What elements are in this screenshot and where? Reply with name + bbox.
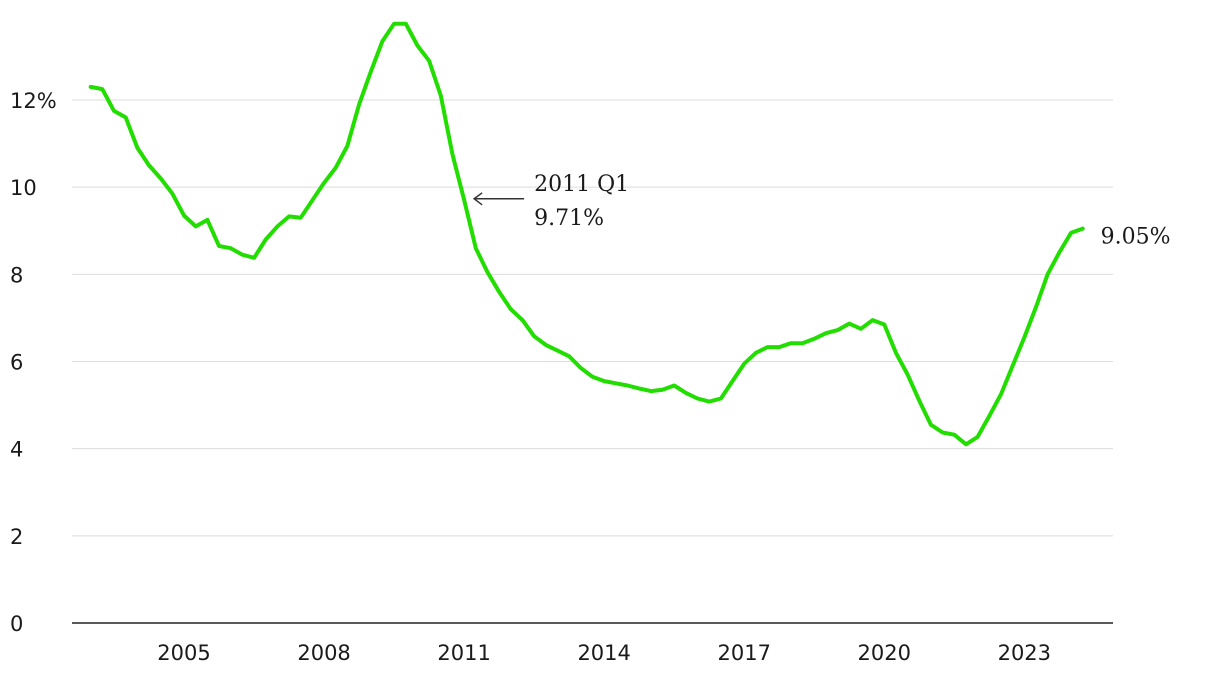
annotation-arrow-head	[472, 192, 483, 206]
y-tick-label: 4	[10, 438, 23, 462]
x-tick-label: 2008	[297, 641, 350, 665]
end-value-label: 9.05%	[1101, 225, 1171, 250]
y-tick-label: 0	[10, 612, 23, 636]
y-tick-label: 12%	[10, 89, 57, 113]
x-tick-label: 2011	[437, 641, 490, 665]
annotation-label-line2: 9.71%	[534, 206, 604, 231]
x-tick-label: 2017	[717, 641, 770, 665]
x-tick-label: 2014	[577, 641, 630, 665]
gridlines	[72, 99, 1113, 537]
series-line	[88, 21, 1085, 447]
y-tick-label: 8	[10, 263, 23, 287]
y-axis-tick-labels: 0 2 4 6 8 10 12%	[10, 89, 57, 636]
annotation: 2011 Q1 9.71%	[472, 172, 629, 231]
series-layer	[88, 21, 1085, 447]
y-tick-label: 2	[10, 525, 23, 549]
x-tick-label: 2023	[998, 641, 1051, 665]
x-tick-label: 2005	[157, 641, 210, 665]
y-tick-label: 6	[10, 351, 23, 375]
x-axis-tick-labels: 2005 2008 2011 2014 2017 2020 2023	[157, 641, 1051, 665]
annotation-layer: 2011 Q1 9.71%	[472, 172, 629, 231]
annotation-label-line1: 2011 Q1	[534, 172, 629, 197]
y-tick-label: 10	[10, 176, 37, 200]
x-tick-label: 2020	[858, 641, 911, 665]
